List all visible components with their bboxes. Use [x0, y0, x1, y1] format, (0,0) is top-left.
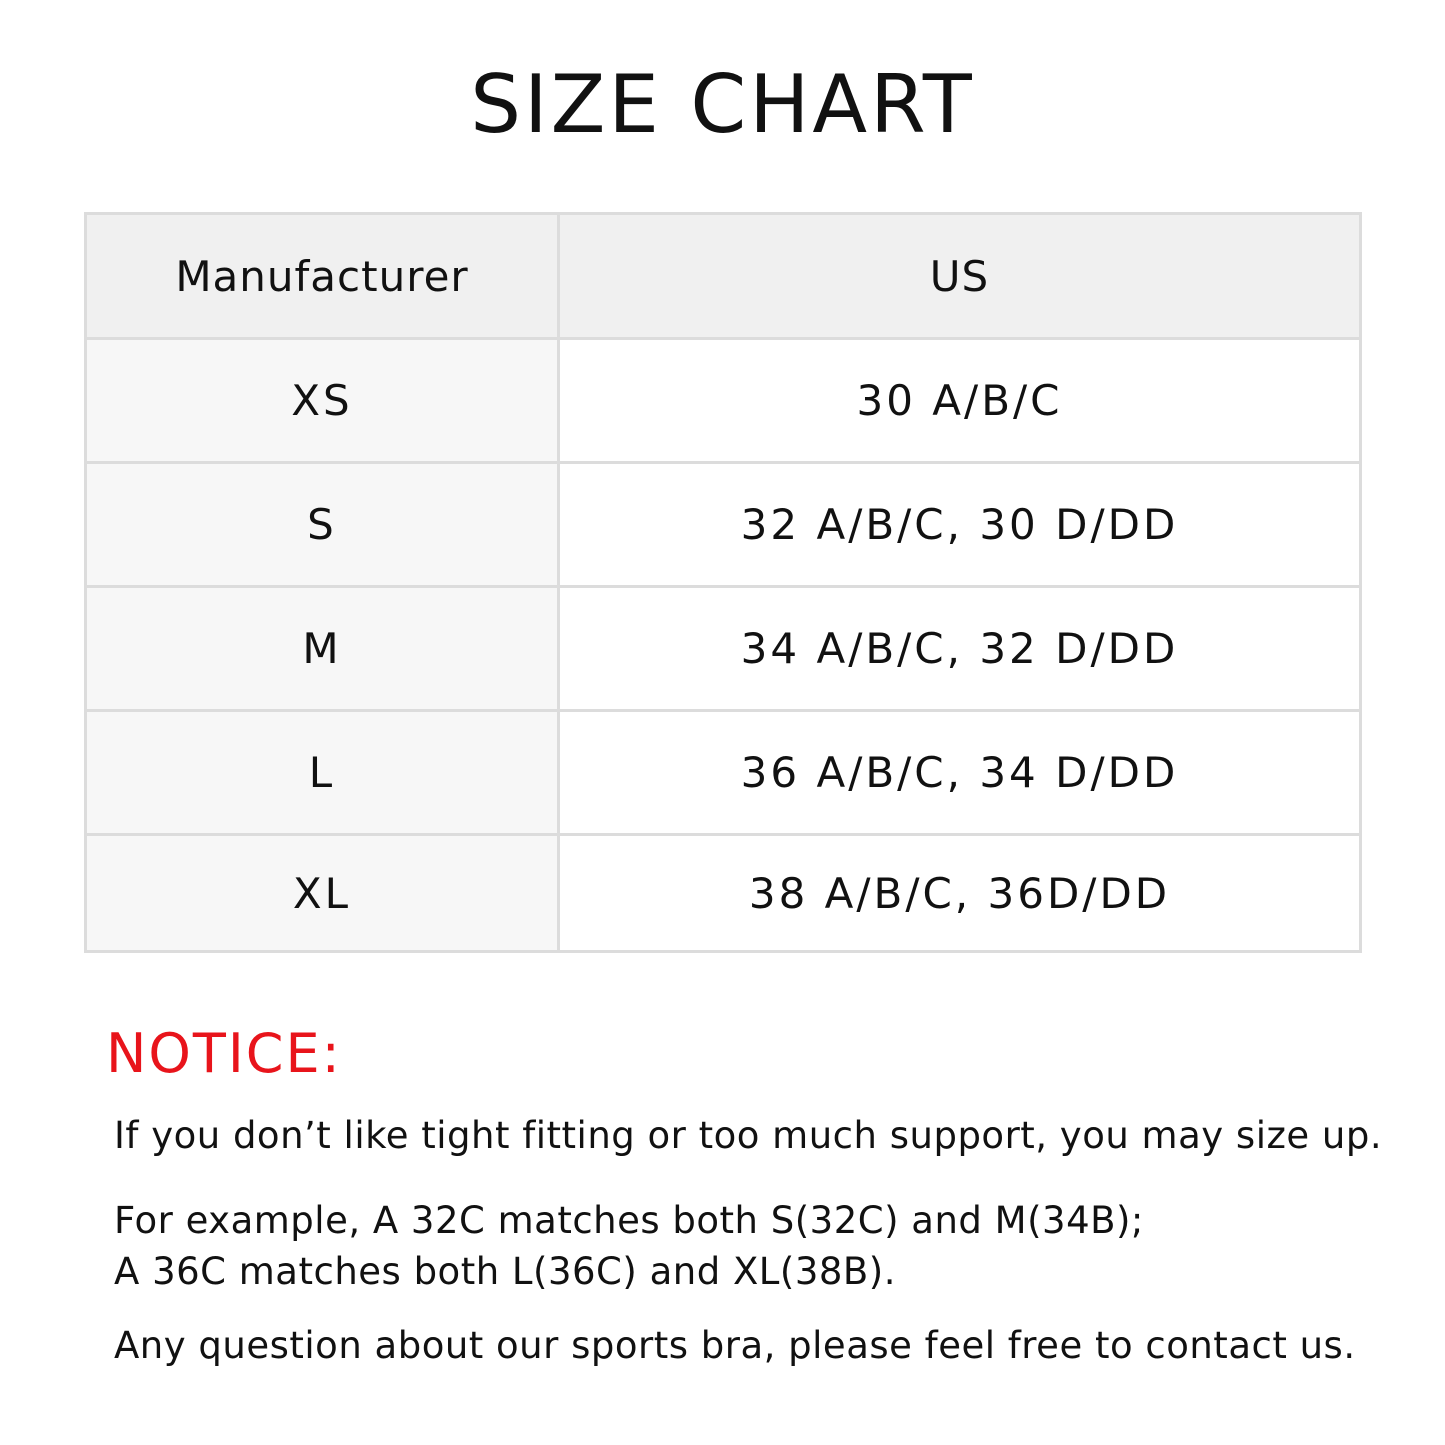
us-size: 36 A/B/C, 34 D/DD — [557, 709, 1362, 836]
us-size: 32 A/B/C, 30 D/DD — [557, 461, 1362, 588]
table-row: L 36 A/B/C, 34 D/DD — [84, 709, 1362, 836]
size-table: Manufacturer US XS 30 A/B/C S 32 A/B/C, … — [84, 212, 1362, 953]
us-size: 38 A/B/C, 36D/DD — [557, 833, 1362, 953]
page-title: SIZE CHART — [470, 58, 975, 151]
us-size: 30 A/B/C — [557, 337, 1362, 464]
notice-line-example-1: For example, A 32C matches both S(32C) a… — [114, 1199, 1144, 1242]
table-row: S 32 A/B/C, 30 D/DD — [84, 461, 1362, 588]
header-manufacturer: Manufacturer — [84, 212, 560, 340]
notice-heading: NOTICE: — [106, 1022, 342, 1085]
us-size: 34 A/B/C, 32 D/DD — [557, 585, 1362, 712]
table-header-row: Manufacturer US — [84, 212, 1362, 340]
table-row: XS 30 A/B/C — [84, 337, 1362, 464]
manufacturer-size: L — [84, 709, 560, 836]
manufacturer-size: XS — [84, 337, 560, 464]
notice-line-contact: Any question about our sports bra, pleas… — [114, 1324, 1356, 1367]
manufacturer-size: M — [84, 585, 560, 712]
manufacturer-size: XL — [84, 833, 560, 953]
table-row: M 34 A/B/C, 32 D/DD — [84, 585, 1362, 712]
header-us: US — [557, 212, 1362, 340]
manufacturer-size: S — [84, 461, 560, 588]
notice-line-example-2: A 36C matches both L(36C) and XL(38B). — [114, 1250, 896, 1293]
notice-line-size-up: If you don’t like tight fitting or too m… — [114, 1114, 1383, 1157]
table-row: XL 38 A/B/C, 36D/DD — [84, 833, 1362, 953]
